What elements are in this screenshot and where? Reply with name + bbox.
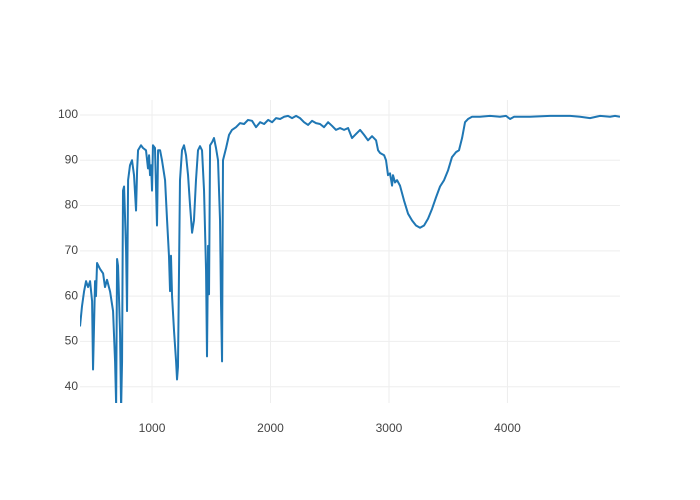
x-tick-label: 3000	[376, 421, 403, 435]
y-tick-label: 70	[65, 243, 79, 257]
x-tick-label: 1000	[139, 421, 166, 435]
tick-labels: 40 50 60 70 80 90 100 1000 2000 3000 4000	[58, 107, 521, 435]
spectrum-line	[80, 114, 620, 403]
y-tick-label: 40	[65, 379, 79, 393]
y-tick-label: 80	[65, 198, 79, 212]
y-tick-label: 60	[65, 288, 79, 302]
x-tick-label: 2000	[257, 421, 284, 435]
y-tick-label: 100	[58, 107, 78, 121]
grid	[80, 100, 620, 403]
x-tick-label: 4000	[494, 421, 521, 435]
y-tick-label: 90	[65, 152, 79, 166]
y-tick-label: 50	[65, 334, 79, 348]
plot-area	[80, 114, 620, 403]
